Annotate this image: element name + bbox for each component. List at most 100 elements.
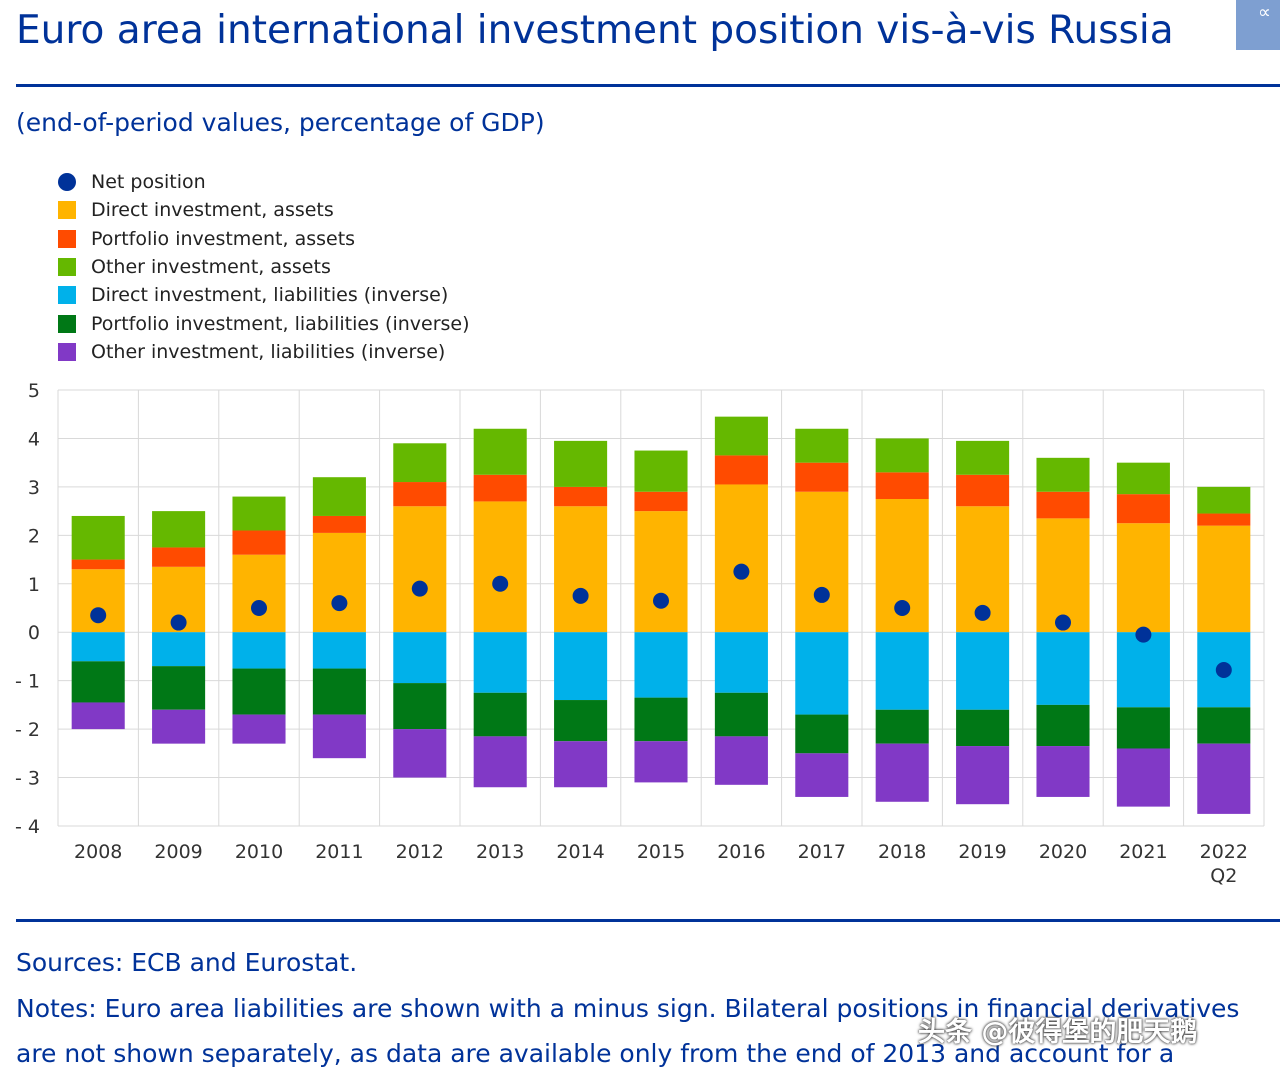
bar-segment-direct-investment-liabilities-inverse-2021 (1116, 632, 1170, 708)
x-tick-label: 2017 (798, 841, 846, 863)
x-tick-label: 2013 (476, 841, 524, 863)
bar-segment-other-investment-liabilities-inverse-2016 (714, 736, 768, 785)
net-position-point-2015 (653, 592, 669, 609)
bar-segment-portfolio-investment-assets-2011 (312, 515, 366, 533)
legend-item-other-investment-liabilities-inverse: Other investment, liabilities (inverse) (58, 338, 470, 366)
bar-segment-direct-investment-assets-2020 (1036, 518, 1090, 633)
bar-segment-portfolio-investment-assets-2014 (554, 486, 608, 507)
bar-segment-direct-investment-assets-2016 (714, 484, 768, 633)
title-divider (16, 84, 1280, 87)
net-position-point-2013 (492, 575, 509, 592)
x-tick-label: 2015 (637, 841, 685, 863)
net-position-point-2014 (572, 587, 589, 604)
net-position-point-2019 (974, 604, 991, 621)
x-tick-label: 2018 (878, 841, 926, 863)
x-tick-label: 2014 (556, 841, 604, 863)
legend-swatch (58, 258, 76, 277)
bar-segment-direct-investment-liabilities-inverse-2012 (393, 632, 447, 684)
net-position-point-2011 (331, 595, 348, 612)
legend-swatch (58, 229, 76, 248)
y-tick-label: 4 (28, 428, 40, 450)
bar-segment-direct-investment-assets-2021 (1116, 523, 1170, 633)
bar-segment-other-investment-liabilities-inverse-2019 (956, 746, 1010, 805)
bar-segment-portfolio-investment-assets-2008 (71, 559, 125, 570)
legend-swatch (58, 201, 76, 220)
bar-segment-portfolio-investment-assets-2020 (1036, 491, 1090, 519)
y-tick-label: 1 (28, 574, 40, 596)
chart-legend: Net position Direct investment, assets Por… (58, 168, 470, 366)
net-position-point-2012 (411, 580, 428, 597)
x-tick-label: 2012 (396, 841, 444, 863)
y-tick-label: - 4 (15, 816, 40, 838)
x-tick-label: 2009 (154, 841, 202, 863)
bar-segment-other-investment-liabilities-inverse-2012 (393, 729, 447, 778)
chart-plot: 5 4 3 2 1 0 - 1 - 2 - 3 - 4 2008 2009 2010 2011 2012 20… (15, 380, 1265, 887)
net-position-point-2020 (1055, 614, 1071, 631)
y-tick-label: - 2 (15, 719, 40, 741)
bar-segment-portfolio-investment-liabilities-inverse-2013 (473, 692, 527, 737)
legend-item-portfolio-investment-liabilities-inverse: Portfolio investment, liabilities (inver… (58, 309, 470, 337)
share-button[interactable]: ∝ (1236, 0, 1280, 50)
y-tick-label: 3 (28, 477, 40, 499)
bar-segment-direct-investment-assets-2011 (312, 532, 366, 633)
bar-segment-direct-investment-liabilities-inverse-2017 (795, 632, 849, 715)
bar-segment-portfolio-investment-assets-2022-q2 (1197, 513, 1251, 526)
bar-segment-other-investment-assets-2019 (956, 440, 1010, 475)
bar-segment-direct-investment-liabilities-inverse-2011 (312, 632, 366, 669)
legend-item-direct-investment-liabilities-inverse: Direct investment, liabilities (inverse) (58, 281, 470, 309)
x-tick-label: 2019 (958, 841, 1006, 863)
bar-segment-direct-investment-liabilities-inverse-2008 (71, 632, 125, 662)
bar-segment-other-investment-liabilities-inverse-2009 (152, 709, 206, 744)
bar-segment-portfolio-investment-liabilities-inverse-2012 (393, 683, 447, 730)
x-tick-label: 2021 (1119, 841, 1167, 863)
bar-segment-other-investment-assets-2008 (71, 515, 125, 560)
bar-segment-direct-investment-assets-2010 (232, 554, 286, 633)
bar-segment-other-investment-assets-2014 (554, 440, 608, 487)
watermark-text: 头条 @彼得堡的肥天鹅 (918, 1017, 1198, 1048)
bar-segment-portfolio-investment-liabilities-inverse-2011 (312, 668, 366, 715)
y-tick-label: 2 (28, 525, 40, 547)
bar-segment-other-investment-assets-2009 (152, 511, 206, 548)
share-icon: ∝ (1258, 2, 1271, 23)
bar-segment-other-investment-liabilities-inverse-2017 (795, 753, 849, 797)
bar-segment-portfolio-investment-liabilities-inverse-2009 (152, 666, 206, 710)
bar-segment-other-investment-liabilities-inverse-2010 (232, 714, 286, 744)
legend-swatch (58, 173, 76, 192)
bar-segment-direct-investment-liabilities-inverse-2019 (956, 632, 1010, 710)
bar-segment-other-investment-liabilities-inverse-2015 (634, 741, 688, 783)
y-tick-label: - 1 (15, 671, 40, 693)
bar-segment-portfolio-investment-assets-2018 (875, 472, 929, 499)
notes-text-line-1: Notes: Euro area liabilities are shown w… (16, 994, 1240, 1023)
bar-segment-other-investment-assets-2022-q2 (1197, 486, 1251, 514)
bar-segment-other-investment-liabilities-inverse-2022-q2 (1197, 743, 1251, 814)
bar-segment-portfolio-investment-liabilities-inverse-2015 (634, 697, 688, 742)
bar-segment-other-investment-assets-2015 (634, 450, 688, 492)
bar-segment-portfolio-investment-assets-2013 (473, 474, 527, 502)
legend-label: Portfolio investment, assets (91, 227, 356, 250)
bar-segment-direct-investment-liabilities-inverse-2018 (875, 632, 929, 710)
notes-text-line-2: are not shown separately, as data are av… (16, 1039, 1175, 1068)
footer-divider (16, 919, 1280, 922)
bar-segment-other-investment-liabilities-inverse-2021 (1116, 748, 1170, 807)
legend-item-direct-investment-assets: Direct investment, assets (58, 196, 470, 224)
bar-segment-other-investment-liabilities-inverse-2013 (473, 736, 527, 788)
bar-segment-other-investment-assets-2013 (473, 428, 527, 475)
bar-segment-other-investment-assets-2010 (232, 496, 286, 531)
bar-segment-direct-investment-assets-2012 (393, 506, 447, 633)
x-tick-label: 2022 Q2 (1200, 841, 1248, 887)
x-tick-label: 2016 (717, 841, 765, 863)
bar-segment-portfolio-investment-assets-2010 (232, 530, 286, 555)
bar-segment-portfolio-investment-liabilities-inverse-2017 (795, 714, 849, 754)
net-position-point-2021 (1135, 626, 1152, 643)
chart-subtitle: (end-of-period values, percentage of GDP… (16, 108, 545, 137)
legend-label: Other investment, assets (91, 256, 331, 279)
bar-segment-direct-investment-assets-2015 (634, 511, 688, 633)
bar-segment-portfolio-investment-assets-2016 (714, 455, 768, 485)
bar-segment-other-investment-assets-2018 (875, 438, 929, 473)
bar-segment-direct-investment-liabilities-inverse-2009 (152, 632, 206, 667)
net-position-point-2010 (251, 600, 267, 616)
legend-swatch (58, 342, 76, 361)
legend-label: Direct investment, liabilities (inverse) (91, 284, 449, 307)
bar-segment-portfolio-investment-liabilities-inverse-2021 (1116, 707, 1170, 749)
bar-segment-portfolio-investment-assets-2009 (152, 547, 206, 567)
